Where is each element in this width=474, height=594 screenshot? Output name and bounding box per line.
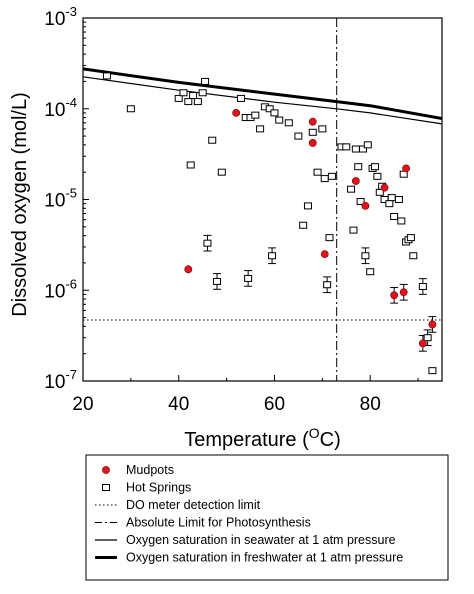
axes: 20 40 60 80 10-7 10-6 10-5 10-4 10-3 Temperature … xyxy=(9,4,443,451)
mudpot-point xyxy=(320,250,329,259)
hot-spring-point xyxy=(354,163,363,171)
hot-spring-point xyxy=(303,202,312,210)
mudpot-point xyxy=(402,164,410,173)
hot-spring-point xyxy=(244,274,253,282)
y-tick-label: 10-6 xyxy=(44,276,77,302)
hot-spring-point xyxy=(174,94,183,102)
hot-spring-point xyxy=(342,143,351,151)
hot-spring-point xyxy=(189,91,198,99)
hot-spring-point xyxy=(265,105,274,113)
hot-spring-point xyxy=(418,282,427,290)
legend-label: Oxygen saturation in freshwater at 1 atm… xyxy=(126,551,403,565)
hot-spring-point xyxy=(356,198,365,206)
hot-spring-point xyxy=(208,136,217,144)
hot-spring-point xyxy=(284,119,293,127)
hot-spring-point xyxy=(370,163,379,171)
hot-spring-point xyxy=(270,109,279,117)
freshwater-saturation-line xyxy=(83,67,442,120)
legend-box xyxy=(85,454,449,581)
mudpot-point xyxy=(232,109,241,117)
hot-spring-point xyxy=(251,111,260,119)
hot-spring-point xyxy=(428,367,437,375)
legend-hot-spring-marker xyxy=(102,484,110,491)
hot-spring-point xyxy=(423,334,432,342)
hot-spring-point xyxy=(320,175,329,183)
hot-spring-point xyxy=(359,145,368,153)
y-tick-label: 10-7 xyxy=(44,367,77,393)
hot-spring-point xyxy=(349,226,358,234)
mudpot-point xyxy=(399,288,408,297)
legend-label: Oxygen saturation in seawater at 1 atm p… xyxy=(126,533,396,547)
hot-spring-point xyxy=(294,132,303,140)
legend-label: Mudpots xyxy=(126,463,174,477)
hot-spring-point xyxy=(256,125,265,133)
y-tick-label: 10-3 xyxy=(44,4,77,30)
hot-spring-point xyxy=(394,196,403,203)
hot-spring-point xyxy=(325,234,334,242)
mudpot-point xyxy=(308,117,317,126)
legend: Mudpots Hot Springs DO meter detection lim… xyxy=(85,454,449,581)
hot-spring-point xyxy=(366,268,375,276)
hot-spring-point xyxy=(390,212,399,220)
hot-spring-point xyxy=(236,94,245,102)
hot-spring-point xyxy=(213,277,222,285)
mudpot-point xyxy=(390,291,399,300)
hot-spring-point xyxy=(179,89,188,97)
hot-spring-point xyxy=(203,239,212,247)
mudpot-point xyxy=(380,183,389,192)
mudpot-point xyxy=(184,265,193,274)
hot-spring-point xyxy=(308,128,317,136)
hot-spring-point xyxy=(406,234,415,242)
hot-spring-point xyxy=(217,168,226,176)
hot-spring-point xyxy=(409,252,418,260)
hot-spring-point xyxy=(126,105,135,113)
seawater-saturation-line xyxy=(83,76,442,125)
hot-spring-point xyxy=(193,98,202,106)
y-tick-label: 10-4 xyxy=(44,95,77,121)
mudpot-point xyxy=(418,339,427,348)
mudpot-point xyxy=(361,202,370,210)
hot-spring-point xyxy=(184,98,193,106)
hot-spring-point xyxy=(387,194,396,202)
hot-spring-point xyxy=(186,161,195,169)
hot-spring-point xyxy=(363,141,372,149)
legend-label: Hot Springs xyxy=(126,481,191,495)
x-axis-title: Temperature (OC) xyxy=(184,425,341,451)
y-axis-title: Dissolved oxygen (mol/L) xyxy=(9,92,31,317)
hot-spring-point xyxy=(102,72,111,80)
mudpot-point xyxy=(351,177,360,185)
hot-spring-point xyxy=(373,172,382,180)
plot-content xyxy=(83,18,442,381)
hot-spring-point xyxy=(201,77,210,85)
x-tick-label: 80 xyxy=(360,394,381,415)
hot-spring-point xyxy=(347,185,356,193)
legend-label: Absolute Limit for Photosynthesis xyxy=(126,516,311,530)
hot-spring-point xyxy=(361,252,370,260)
hot-spring-point xyxy=(351,145,360,153)
legend-label: DO meter detection limit xyxy=(126,498,261,512)
hot-spring-point xyxy=(323,281,332,289)
x-tick-label: 60 xyxy=(264,394,285,415)
hot-spring-point xyxy=(198,89,207,97)
hot-spring-point xyxy=(327,172,336,180)
y-tick-label: 10-5 xyxy=(44,186,77,212)
x-tick-label: 20 xyxy=(72,394,93,415)
plot-area xyxy=(83,18,442,381)
legend-mudpot-marker xyxy=(102,466,110,474)
hot-spring-point xyxy=(299,221,308,229)
hot-spring-point xyxy=(313,168,322,176)
hot-spring-point xyxy=(385,200,394,208)
hot-spring-point xyxy=(275,116,284,124)
mudpot-point xyxy=(308,139,317,147)
x-tick-label: 40 xyxy=(168,394,189,415)
hot-spring-point xyxy=(397,217,406,225)
mudpot-point xyxy=(428,320,437,329)
hot-spring-point xyxy=(268,252,277,260)
hot-spring-point xyxy=(318,125,327,133)
